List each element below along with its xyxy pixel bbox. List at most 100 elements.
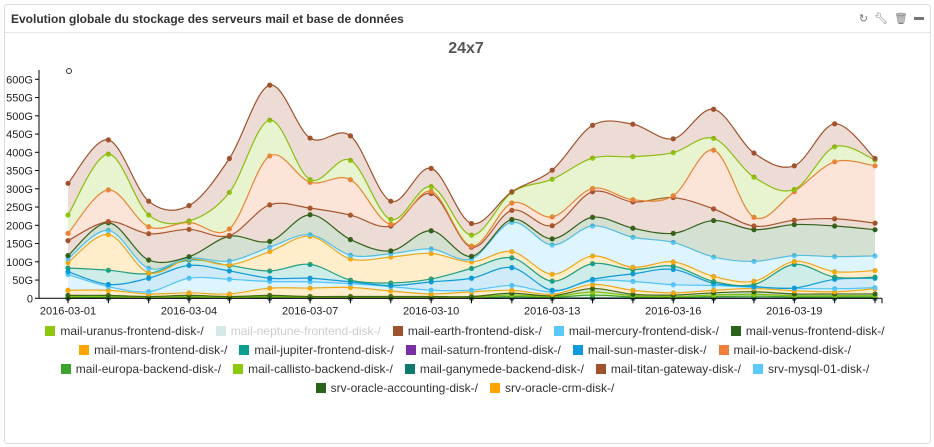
point-mail-uranus-frontend-disk[interactable]: [589, 155, 596, 161]
point-mail-io-backend-disk[interactable]: [347, 177, 354, 183]
point-srv-mysql-01-disk[interactable]: [468, 287, 475, 293]
point-srv-mysql-01-disk[interactable]: [509, 282, 515, 289]
point-srv-oracle-accounting-disk[interactable]: [65, 292, 71, 298]
legend-item[interactable]: mail-jupiter-frontend-disk-/: [239, 342, 394, 357]
point-mail-sun-master-disk[interactable]: [146, 275, 152, 281]
point-mail-uranus-frontend-disk[interactable]: [388, 216, 394, 223]
legend-item[interactable]: mail-ganymede-backend-disk-/: [404, 361, 584, 376]
point-srv-mysql-01-disk[interactable]: [630, 278, 636, 285]
point-srv-mysql-01-disk[interactable]: [186, 275, 192, 281]
point-mail-venus-frontend-disk[interactable]: [509, 216, 515, 223]
point-mail-venus-frontend-disk[interactable]: [468, 253, 475, 259]
point-mail-titan-gateway-disk[interactable]: [65, 238, 71, 244]
legend-item[interactable]: mail-uranus-frontend-disk-/: [45, 323, 204, 338]
point-mail-earth-frontend-disk[interactable]: [872, 155, 878, 162]
point-mail-sun-master-disk[interactable]: [509, 265, 515, 271]
point-mail-jupiter-frontend-disk[interactable]: [388, 280, 394, 286]
point-mail-jupiter-frontend-disk[interactable]: [468, 265, 475, 271]
point-mail-io-backend-disk[interactable]: [146, 224, 152, 230]
point-mail-titan-gateway-disk[interactable]: [711, 206, 717, 212]
point-srv-oracle-crm-disk[interactable]: [105, 287, 111, 293]
point-mail-earth-frontend-disk[interactable]: [589, 122, 596, 128]
point-mail-sun-master-disk[interactable]: [105, 281, 111, 288]
point-mail-venus-frontend-disk[interactable]: [832, 223, 838, 229]
point-mail-io-backend-disk[interactable]: [226, 226, 232, 232]
point-mail-sun-master-disk[interactable]: [791, 285, 797, 291]
point-mail-jupiter-frontend-disk[interactable]: [549, 278, 555, 284]
point-srv-oracle-crm-disk[interactable]: [711, 287, 717, 293]
point-mail-uranus-frontend-disk[interactable]: [751, 174, 757, 180]
point-mail-earth-frontend-disk[interactable]: [468, 220, 475, 227]
point-mail-io-backend-disk[interactable]: [65, 230, 71, 236]
point-srv-oracle-crm-disk[interactable]: [186, 290, 192, 296]
point-mail-mars-frontend-disk[interactable]: [347, 256, 354, 262]
point-mail-uranus-frontend-disk[interactable]: [711, 135, 717, 142]
point-mail-earth-frontend-disk[interactable]: [146, 198, 152, 204]
point-mail-io-backend-disk[interactable]: [589, 185, 596, 192]
point-mail-venus-frontend-disk[interactable]: [549, 236, 555, 242]
point-mail-earth-frontend-disk[interactable]: [65, 180, 71, 186]
legend-item[interactable]: srv-mysql-01-disk-/: [752, 361, 869, 376]
point-mail-titan-gateway-disk[interactable]: [872, 220, 878, 226]
point-mail-mercury-frontend-disk[interactable]: [670, 239, 676, 246]
point-srv-oracle-accounting-disk[interactable]: [388, 293, 394, 300]
point-mail-mercury-frontend-disk[interactable]: [105, 227, 111, 234]
point-mail-sun-master-disk[interactable]: [468, 275, 475, 281]
point-mail-titan-gateway-disk[interactable]: [186, 226, 192, 232]
point-mail-venus-frontend-disk[interactable]: [751, 227, 757, 233]
point-mail-io-backend-disk[interactable]: [872, 163, 878, 169]
point-mail-venus-frontend-disk[interactable]: [146, 257, 152, 263]
point-mail-venus-frontend-disk[interactable]: [65, 252, 71, 259]
point-mail-io-backend-disk[interactable]: [549, 214, 555, 220]
legend-item[interactable]: mail-saturn-frontend-disk-/: [405, 342, 561, 357]
point-srv-oracle-accounting-disk[interactable]: [589, 285, 596, 292]
point-mail-sun-master-disk[interactable]: [267, 275, 273, 281]
point-mail-sun-master-disk[interactable]: [307, 275, 313, 281]
point-srv-oracle-crm-disk[interactable]: [65, 287, 71, 293]
refresh-icon[interactable]: ↻: [858, 13, 869, 25]
point-mail-titan-gateway-disk[interactable]: [267, 202, 273, 208]
point-mail-io-backend-disk[interactable]: [468, 243, 475, 249]
point-mail-io-backend-disk[interactable]: [751, 214, 757, 220]
point-mail-uranus-frontend-disk[interactable]: [468, 232, 475, 238]
point-srv-mysql-01-disk[interactable]: [226, 276, 232, 282]
legend-item[interactable]: srv-oracle-crm-disk-/: [490, 380, 614, 395]
point-mail-uranus-frontend-disk[interactable]: [630, 154, 636, 160]
point-mail-earth-frontend-disk[interactable]: [347, 133, 354, 139]
point-mail-mars-frontend-disk[interactable]: [670, 259, 676, 265]
point-mail-uranus-frontend-disk[interactable]: [307, 177, 313, 183]
point-mail-titan-gateway-disk[interactable]: [307, 205, 313, 211]
point-mail-mars-frontend-disk[interactable]: [751, 278, 757, 284]
point-mail-callisto-backend-disk[interactable]: [589, 289, 596, 295]
point-mail-venus-frontend-disk[interactable]: [186, 254, 192, 260]
point-mail-mars-frontend-disk[interactable]: [226, 262, 232, 268]
point-srv-mysql-01-disk[interactable]: [428, 287, 434, 293]
point-mail-mercury-frontend-disk[interactable]: [307, 232, 313, 238]
point-mail-io-backend-disk[interactable]: [509, 200, 515, 206]
point-mail-io-backend-disk[interactable]: [711, 147, 717, 153]
legend-item[interactable]: srv-oracle-accounting-disk-/: [315, 380, 478, 395]
point-mail-jupiter-frontend-disk[interactable]: [347, 277, 354, 283]
wrench-icon[interactable]: 🔧︎: [874, 13, 889, 25]
point-mail-titan-gateway-disk[interactable]: [751, 223, 757, 229]
point-mail-earth-frontend-disk[interactable]: [832, 121, 838, 127]
point-mail-io-backend-disk[interactable]: [670, 193, 676, 199]
point-mail-uranus-frontend-disk[interactable]: [670, 150, 676, 156]
legend-item[interactable]: mail-sun-master-disk-/: [572, 342, 707, 357]
point-mail-titan-gateway-disk[interactable]: [105, 219, 111, 225]
point-mail-titan-gateway-disk[interactable]: [549, 223, 555, 229]
point-mail-mars-frontend-disk[interactable]: [589, 253, 596, 259]
point-mail-venus-frontend-disk[interactable]: [428, 228, 434, 234]
point-mail-sun-master-disk[interactable]: [549, 287, 555, 293]
point-mail-titan-gateway-disk[interactable]: [509, 207, 515, 213]
point-mail-uranus-frontend-disk[interactable]: [267, 117, 273, 123]
point-mail-uranus-frontend-disk[interactable]: [186, 218, 192, 224]
point-mail-mercury-frontend-disk[interactable]: [428, 246, 434, 252]
point-mail-io-backend-disk[interactable]: [388, 221, 394, 227]
point-mail-uranus-frontend-disk[interactable]: [146, 212, 152, 218]
point-mail-venus-frontend-disk[interactable]: [388, 248, 394, 254]
point-mail-mercury-frontend-disk[interactable]: [872, 253, 878, 259]
point-mail-sun-master-disk[interactable]: [226, 268, 232, 274]
point-srv-oracle-crm-disk[interactable]: [670, 290, 676, 296]
point-mail-mercury-frontend-disk[interactable]: [832, 254, 838, 260]
